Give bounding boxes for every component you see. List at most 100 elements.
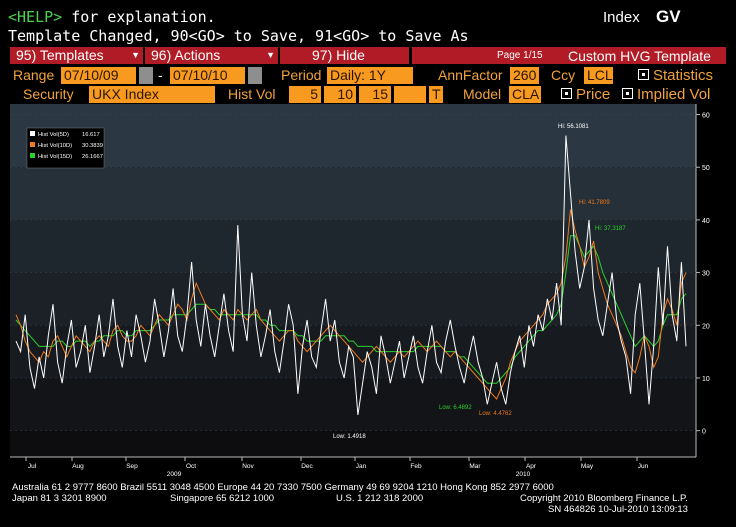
annfactor-label: AnnFactor [438, 67, 503, 83]
y-tick-label: 50 [702, 165, 710, 172]
statistics-label: Statistics [653, 67, 714, 84]
page-indicator[interactable]: Page 1/15 [497, 50, 543, 61]
implied-vol-label: Implied Vol [637, 86, 711, 103]
security-row: Security UKX Index Hist Vol 5 10 15 T Mo… [0, 85, 736, 104]
legend-swatch [30, 142, 35, 147]
period-label: Period [281, 67, 322, 83]
security-label: Security [23, 86, 74, 102]
templates-menu-button[interactable]: 95) Templates ▼ [10, 47, 143, 64]
annotation-label: Hi: 41.7809 [579, 200, 610, 206]
y-tick-label: 30 [702, 271, 710, 278]
x-tick-label: Jul [28, 463, 37, 470]
series-line [15, 135, 687, 415]
legend-value: 16.617 [82, 132, 100, 138]
volatility-chart[interactable]: 0 10 20 30 40 50 60 Jul Aug Sep Oct Nov Dec Jan Feb Mar… [10, 104, 726, 482]
legend-value: 30.3839 [82, 143, 103, 149]
chart-band [10, 219, 696, 273]
actions-menu-label: 96) Actions [151, 47, 221, 63]
footer-copyright: Copyright 2010 Bloomberg Finance L.P. [520, 493, 688, 504]
x-tick-label: Apr [526, 463, 537, 470]
x-tick-label: Oct [186, 463, 196, 470]
footer-contacts-3: Singapore 65 6212 1000 [170, 493, 275, 504]
range-dash: - [158, 67, 163, 83]
hide-label: 97) Hide [312, 47, 365, 63]
series-line [15, 209, 687, 400]
x-tick-label: Nov [242, 463, 254, 470]
security-field[interactable]: UKX Index [89, 86, 215, 103]
hide-button[interactable]: 97) Hide [280, 47, 409, 64]
y-tick-label: 40 [702, 218, 710, 225]
help-line: <HELP> for explanation. [8, 8, 216, 26]
x-tick-label: Jun [638, 463, 649, 470]
template-name: Custom HVG Template [568, 48, 711, 64]
end-date-toggle[interactable] [248, 67, 262, 84]
footer-contacts-1: Australia 61 2 9777 8600 Brazil 5511 304… [12, 482, 554, 493]
legend-label: Hist Vol(5D) [38, 132, 69, 138]
period-select[interactable]: Daily: 1Y [327, 67, 413, 84]
chart-band [10, 104, 696, 168]
annotation-label: Low: 1.4918 [333, 434, 366, 440]
legend-value: 26.1667 [82, 154, 103, 160]
security-type-label: Index [603, 9, 640, 26]
function-code: GV [656, 7, 681, 26]
model-field[interactable]: CLA [509, 86, 541, 103]
legend-swatch [30, 131, 35, 136]
legend-label: Hist Vol(15D) [38, 154, 72, 160]
implied-vol-checkbox[interactable] [622, 88, 633, 99]
histvol-window-3[interactable]: 15 [359, 86, 391, 103]
ccy-field[interactable]: LCL [584, 67, 613, 84]
footer-contacts-4: U.S. 1 212 318 2000 [336, 493, 424, 504]
histvol-window-1[interactable]: 5 [289, 86, 321, 103]
statistics-checkbox[interactable] [638, 69, 649, 80]
chevron-down-icon: ▼ [131, 50, 140, 60]
x-axis-area [10, 457, 726, 482]
help-key[interactable]: <HELP> [8, 8, 63, 26]
chevron-down-icon: ▼ [266, 50, 275, 60]
legend-label: Hist Vol(10D) [38, 143, 72, 149]
y-axis-area [696, 104, 726, 457]
annotation-label: Low: 4.4762 [479, 411, 512, 417]
templates-menu-label: 95) Templates [16, 47, 104, 63]
chart-band [10, 377, 696, 431]
annotation-label: Hi: 56.1081 [558, 124, 589, 130]
footer-timestamp: SN 464826 10-Jul-2010 13:09:13 [548, 504, 688, 515]
legend-swatch [30, 153, 35, 158]
actions-menu-button[interactable]: 96) Actions ▼ [145, 47, 278, 64]
y-tick-label: 60 [702, 113, 710, 120]
x-tick-label: Feb [410, 463, 422, 470]
help-text: for explanation. [62, 8, 216, 26]
histvol-window-4[interactable] [394, 86, 426, 103]
legend-box [26, 127, 105, 169]
x-year-label: 2010 [516, 471, 531, 478]
range-label: Range [13, 67, 55, 83]
annfactor-field[interactable]: 260 [510, 67, 539, 84]
end-date-field[interactable]: 07/10/10 [170, 67, 245, 84]
y-tick-label: 0 [702, 429, 706, 436]
x-tick-label: Sep [126, 463, 138, 470]
range-row: Range 07/10/09 - 07/10/10 Period Daily: … [0, 66, 736, 85]
x-tick-label: Aug [72, 463, 84, 470]
y-tick-label: 10 [702, 376, 710, 383]
start-date-field[interactable]: 07/10/09 [61, 67, 136, 84]
annotation-label: Hi: 37.3187 [595, 226, 626, 232]
annotation-label: Low: 6.4892 [439, 405, 472, 411]
model-label: Model [463, 86, 502, 102]
x-tick-label: Mar [469, 463, 481, 470]
x-tick-label: May [581, 463, 594, 470]
histvol-type-field[interactable]: T [429, 86, 443, 103]
status-message: Template Changed, 90<GO> to Save, 91<GO>… [8, 27, 469, 45]
ccy-label: Ccy [551, 67, 576, 83]
y-tick-label: 20 [702, 323, 710, 330]
histvol-window-2[interactable]: 10 [324, 86, 356, 103]
x-tick-label: Dec [301, 463, 313, 470]
chart-band [10, 167, 696, 220]
price-checkbox[interactable] [561, 88, 572, 99]
price-label: Price [576, 86, 611, 103]
start-date-toggle[interactable] [139, 67, 153, 84]
chart-band [10, 430, 696, 457]
x-year-label: 2009 [167, 471, 182, 478]
histvol-label: Hist Vol [228, 86, 276, 102]
footer-contacts-2: Japan 81 3 3201 8900 [12, 493, 107, 504]
x-tick-label: Jan [356, 463, 367, 470]
template-bar [412, 47, 726, 64]
